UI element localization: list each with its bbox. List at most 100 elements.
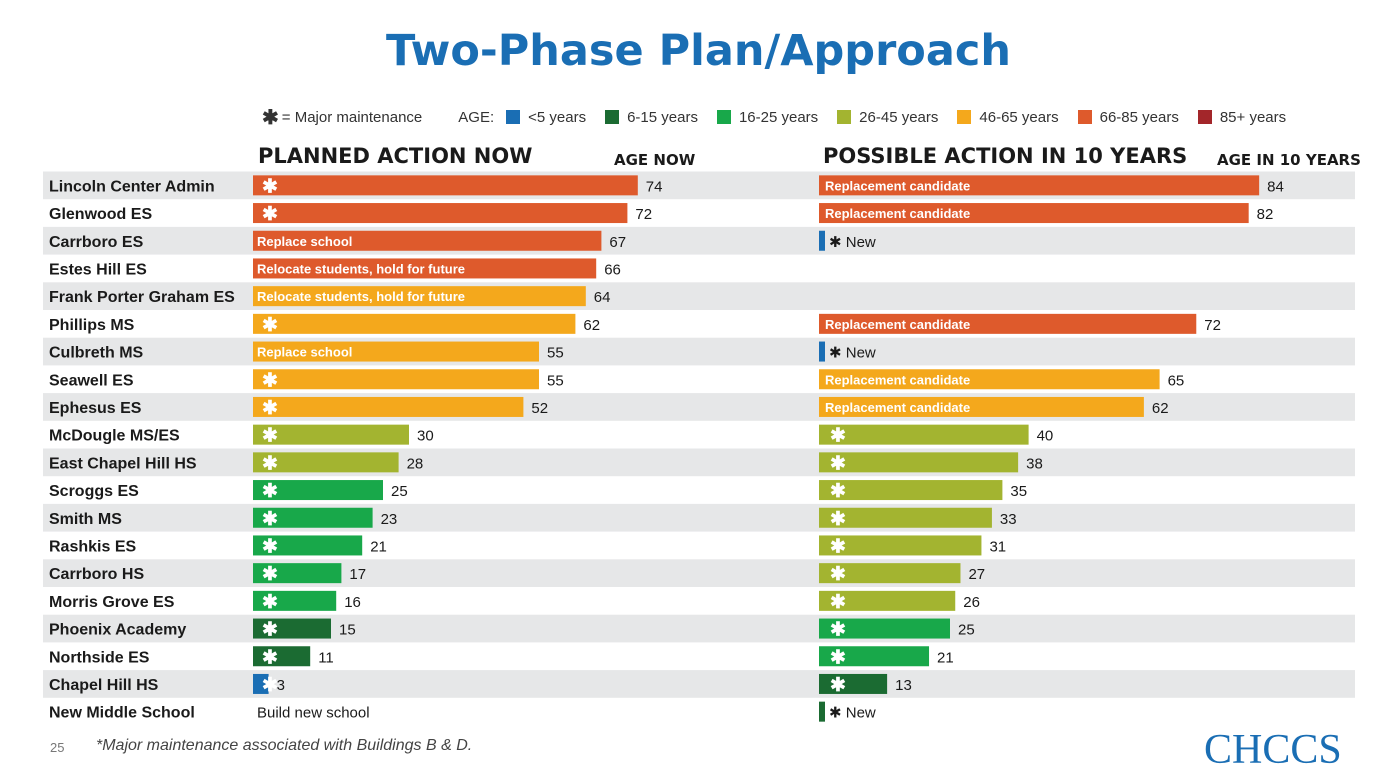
age-now-bar (253, 480, 383, 501)
age-10yr-bar-label: ✱ (830, 564, 846, 585)
age-10yr-bar-label: ✱ (830, 536, 846, 557)
age-now-value: 67 (609, 234, 626, 251)
age-legend-items: <5 years 6-15 years 16-25 years 26-45 years… (506, 109, 1286, 126)
legend-label: <5 years (528, 108, 587, 126)
age-10yr-bar (819, 480, 1003, 501)
school-name: New Middle School (49, 705, 195, 722)
age-10yr-bar-label: ✱ (830, 481, 846, 502)
age-10yr-bar (819, 590, 956, 611)
left-age-header: AGE NOW (614, 151, 696, 169)
age-10yr-bar (819, 396, 1144, 417)
age-now-value: 72 (635, 206, 652, 223)
age-10yr-value: 31 (989, 538, 1006, 555)
age-now-bar (253, 618, 331, 639)
age-10yr-bar (819, 618, 950, 639)
age-now-value: 30 (417, 428, 434, 445)
age-10yr-bar-label: ✱ (830, 509, 846, 530)
age-10yr-value: 82 (1257, 206, 1274, 223)
new-building-marker (819, 701, 825, 722)
school-name: Frank Porter Graham ES (49, 289, 235, 306)
school-name: McDougle MS/ES (49, 428, 180, 445)
maintenance-star-icon: ✱ (262, 106, 279, 129)
age-legend-label: AGE: (458, 108, 495, 126)
age-now-bar (253, 258, 597, 279)
school-name: Carrboro HS (49, 566, 144, 583)
age-now-bar (253, 535, 363, 556)
age-now-value: 11 (318, 649, 334, 666)
legend-item: 66-85 years (1077, 109, 1179, 126)
age-10yr-action-text: ✱ New (829, 705, 876, 722)
age-10yr-value: 27 (968, 566, 985, 583)
legend-swatch (837, 110, 852, 124)
row-band (780, 226, 1355, 255)
row-band (780, 282, 1355, 310)
age-now-bar (253, 286, 586, 307)
school-name: Ephesus ES (49, 400, 142, 417)
age-10yr-bar (819, 452, 1019, 473)
new-building-marker (819, 230, 825, 251)
age-now-value: 55 (547, 345, 564, 362)
age-10yr-action-text: ✱ New (829, 345, 876, 362)
age-10yr-action-text: ✱ New (829, 234, 876, 251)
school-name: Carrboro ES (49, 234, 144, 251)
age-now-bar-label: Relocate students, hold for future (257, 261, 465, 276)
age-now-value: 17 (349, 566, 366, 583)
right-panel-title: POSSIBLE ACTION IN 10 YEARS (823, 144, 1188, 168)
legend-swatch (1197, 110, 1212, 124)
school-name: Rashkis ES (49, 538, 136, 555)
school-name: Smith MS (49, 511, 122, 528)
age-10yr-bar (819, 313, 1197, 334)
left-panel-title: PLANNED ACTION NOW (258, 144, 533, 168)
age-10yr-bar (819, 203, 1249, 224)
age-now-bar-label: ✱ (262, 509, 278, 530)
age-now-bar-label: ✱ (262, 453, 278, 474)
age-now-bar-label: ✱ (262, 564, 278, 585)
age-10yr-bar (819, 369, 1160, 390)
age-10yr-value: 84 (1267, 178, 1284, 195)
school-name: Glenwood ES (49, 206, 152, 223)
age-10yr-bar-label: Replacement candidate (825, 178, 970, 193)
age-now-bar (253, 590, 337, 611)
age-now-bar-label: ✱ (262, 426, 278, 447)
page-title: Two-Phase Plan/Approach (386, 26, 1011, 76)
legend-swatch (1077, 110, 1092, 124)
age-10yr-bar (819, 646, 930, 667)
age-now-bar-label: Replace school (257, 234, 352, 249)
age-now-bar-label: Replace school (257, 345, 352, 360)
age-now-value: 74 (646, 178, 663, 195)
age-now-value: 52 (531, 400, 548, 417)
legend-label: 85+ years (1219, 108, 1287, 126)
age-now-bar-label: ✱ (262, 536, 278, 557)
age-10yr-bar-label: ✱ (830, 675, 846, 696)
age-now-bar-label: ✱ (262, 176, 278, 197)
new-building-marker (819, 341, 825, 362)
age-now-bar (253, 230, 602, 251)
school-name: Culbreth MS (49, 345, 144, 362)
age-now-bar-label: ✱ (262, 204, 278, 225)
age-now-bar (253, 507, 373, 528)
legend-item: 6-15 years (605, 109, 698, 126)
age-now-value: 28 (407, 455, 424, 472)
right-age-header: AGE IN 10 YEARS (1217, 151, 1361, 169)
school-name: Lincoln Center Admin (49, 178, 215, 195)
age-now-bar-label: ✱ (262, 675, 278, 696)
age-now-bar-label: ✱ (262, 370, 278, 391)
age-now-bar-label: ✱ (262, 398, 278, 419)
age-now-value: 62 (583, 317, 600, 334)
age-10yr-bar (819, 507, 992, 528)
legend-item: <5 years (506, 109, 586, 126)
age-10yr-bar (819, 673, 888, 694)
age-10yr-value: 40 (1037, 428, 1054, 445)
age-10yr-bar-label: Replacement candidate (825, 400, 970, 415)
age-now-bar (253, 369, 539, 390)
age-now-bar (253, 341, 539, 362)
school-name: Estes Hill ES (49, 261, 147, 278)
age-now-bar (253, 203, 628, 224)
school-name: Northside ES (49, 649, 150, 666)
legend-item: 46-65 years (957, 109, 1059, 126)
age-now-bar-label: ✱ (262, 620, 278, 641)
footnote: *Major maintenance associated with Build… (96, 737, 473, 754)
maintenance-legend-label: = Major maintenance (281, 108, 423, 126)
legend-swatch (605, 110, 620, 124)
